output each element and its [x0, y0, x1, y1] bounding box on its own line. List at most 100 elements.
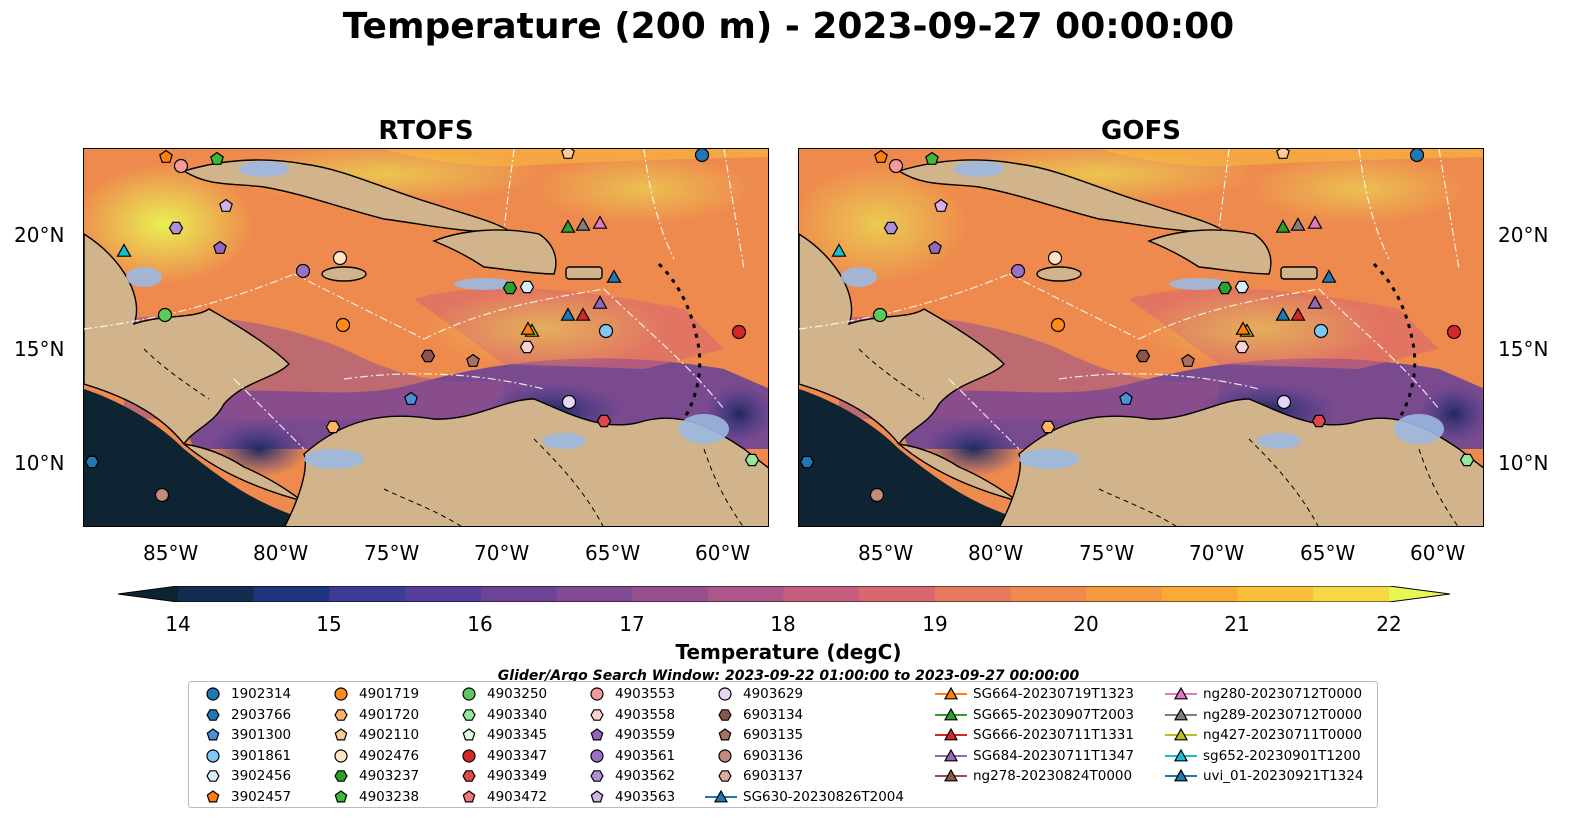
- country-border: [1248, 438, 1319, 526]
- legend-marker: [718, 728, 732, 741]
- argo-float-marker-4901719: [1050, 317, 1066, 333]
- argo-float-marker-4902110: [1276, 149, 1290, 159]
- glider-marker-ng289-20230712T0000: [1290, 217, 1306, 231]
- map-panel-gofs: [798, 148, 1484, 527]
- south-america-landmass: [999, 398, 1483, 526]
- south-america-landmass: [284, 398, 768, 526]
- lat-label-left-15: 15°N: [14, 337, 65, 361]
- legend-marker-icon: [590, 687, 604, 701]
- country-border: [383, 488, 462, 526]
- legend-label: 4903238: [359, 788, 420, 805]
- lat-label-right-20: 20°N: [1498, 223, 1549, 247]
- legend-item: 6903136: [713, 746, 803, 766]
- legend-marker-icon: [334, 770, 348, 782]
- legend-marker-icon: [206, 708, 220, 721]
- legend-label: 4902110: [359, 727, 420, 743]
- country-border: [1418, 448, 1459, 526]
- legend-marker: [1173, 707, 1189, 720]
- colorbar-extend-high: [1389, 586, 1450, 602]
- legend-label: 3902456: [231, 768, 292, 784]
- argo-float-marker-4903558: [1234, 340, 1250, 354]
- legend-label: 4903349: [487, 768, 548, 784]
- legend-label: 3901300: [231, 727, 292, 743]
- country-border: [1098, 488, 1177, 526]
- legend-marker: [206, 789, 220, 802]
- legend-marker: [943, 686, 959, 700]
- legend-marker: [334, 748, 348, 763]
- argo-float-marker-4903553: [888, 158, 904, 174]
- colorbar-segment: [1313, 586, 1390, 602]
- argo-float-marker-4903347: [1446, 324, 1462, 340]
- argo-float-marker-4901719: [335, 317, 351, 333]
- warm-water-region: [1139, 289, 1379, 369]
- eez-boundary: [1138, 288, 1320, 340]
- argo-float-marker-4903559: [928, 240, 942, 254]
- legend-marker-icon: [462, 687, 476, 701]
- eez-boundary: [799, 273, 1010, 330]
- legend-label: 4903558: [615, 706, 676, 723]
- colorbar-tick-18: 18: [770, 612, 796, 636]
- legend-marker-icon: [590, 770, 604, 782]
- glider-marker-SG665-20230907T2003: [1275, 219, 1291, 233]
- legend-item: 3901861: [201, 746, 291, 766]
- argo-float-marker-6903136: [154, 487, 170, 503]
- warm-water-region: [424, 289, 664, 369]
- colorbar-extend-low: [118, 586, 178, 602]
- colorbar-segment: [1010, 586, 1087, 602]
- legend-item: 4903250: [457, 684, 547, 704]
- argo-float-marker-4903340: [1459, 453, 1475, 467]
- lon-label-left-60: 60°W: [695, 541, 751, 565]
- continental-shelf: [239, 161, 289, 177]
- colorbar-segment: [556, 586, 633, 602]
- argo-float-marker-4902110: [561, 149, 575, 159]
- lon-label-left-65: 65°W: [585, 541, 641, 565]
- legend-label: 4903553: [615, 686, 676, 702]
- argo-float-marker-4903553: [173, 158, 189, 174]
- legend-item: 2903766: [201, 705, 291, 725]
- lon-label-right-60: 60°W: [1410, 541, 1466, 565]
- legend-marker: [718, 748, 732, 763]
- argo-float-marker-4903563: [219, 198, 233, 212]
- colorbar-segment: [480, 586, 558, 602]
- legend-item: 4903561: [585, 746, 675, 766]
- eez-boundary: [643, 149, 675, 260]
- argo-float-marker-4903349: [1311, 414, 1327, 428]
- legend-label: 4903347: [487, 747, 548, 764]
- colorbar-segment: [178, 586, 255, 602]
- colorbar-segment: [1237, 586, 1314, 602]
- legend-marker-icon: [935, 768, 967, 782]
- legend-item: 4903472: [457, 787, 547, 807]
- legend-label: 4903237: [359, 768, 420, 784]
- argo-float-marker-2903766: [799, 455, 815, 469]
- legend-marker: [206, 728, 220, 741]
- argo-float-marker-4903562: [168, 221, 184, 235]
- argo-float-marker-4903238: [925, 151, 939, 165]
- colorbar-segment: [329, 586, 406, 602]
- legend-item: 4903559: [585, 725, 675, 745]
- legend-marker: [718, 687, 732, 701]
- legend-item: ng427-20230711T0000: [1165, 725, 1362, 745]
- eez-boundary: [723, 149, 745, 270]
- argo-float-marker-6903134: [420, 349, 436, 363]
- argo-float-marker-4903559: [213, 240, 227, 254]
- legend-marker: [462, 789, 476, 802]
- legend-label: 4903250: [487, 686, 548, 702]
- legend-marker: [943, 768, 959, 782]
- colorbar-segment: [783, 586, 860, 602]
- eez-boundary: [1438, 149, 1460, 270]
- eez-boundary: [84, 273, 295, 330]
- legend-marker: [1173, 727, 1189, 741]
- legend-marker: [590, 770, 604, 782]
- legend-item: 3901300: [201, 725, 291, 745]
- colorbar-tick-21: 21: [1224, 612, 1250, 636]
- eez-boundary: [603, 288, 725, 410]
- legend-marker: [334, 789, 348, 802]
- legend-marker-icon: [206, 770, 220, 782]
- legend-label: 4903561: [615, 747, 676, 764]
- legend-marker-icon: [935, 727, 967, 741]
- continental-shelf: [304, 449, 364, 469]
- legend-marker: [462, 770, 476, 782]
- eez-boundary: [1318, 288, 1440, 410]
- argo-float-marker-1902314: [694, 149, 710, 163]
- legend-label: 4901719: [359, 686, 420, 702]
